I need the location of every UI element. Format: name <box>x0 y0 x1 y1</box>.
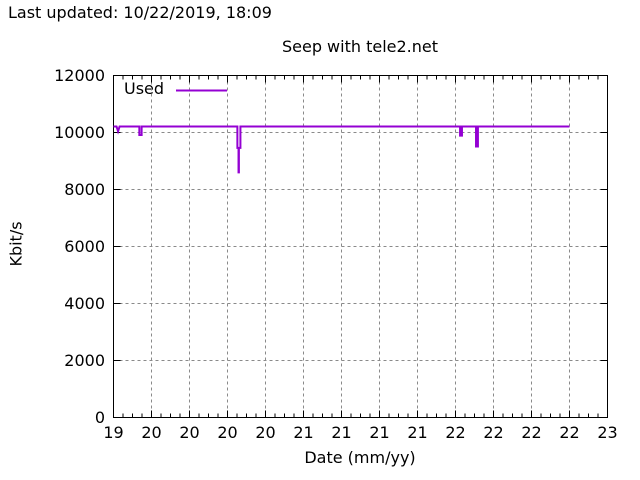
last-updated-text: Last updated: 10/22/2019, 18:09 <box>8 3 272 22</box>
x-tick-label: 22 <box>559 423 579 442</box>
y-tick-label: 0 <box>95 408 105 427</box>
x-tick-label: 22 <box>445 423 465 442</box>
x-tick-label: 21 <box>331 423 351 442</box>
x-tick-label: 22 <box>483 423 503 442</box>
y-tick-label: 8000 <box>64 180 105 199</box>
x-tick-label: 21 <box>293 423 313 442</box>
x-tick-label: 22 <box>521 423 541 442</box>
x-tick-label: 21 <box>369 423 389 442</box>
x-tick-label: 20 <box>179 423 199 442</box>
x-tick-label: 20 <box>255 423 275 442</box>
y-tick-label: 2000 <box>64 351 105 370</box>
x-tick-label: 20 <box>217 423 237 442</box>
y-tick-label: 4000 <box>64 294 105 313</box>
y-tick-label: 12000 <box>54 66 105 85</box>
x-tick-label: 21 <box>407 423 427 442</box>
x-tick-label: 20 <box>141 423 161 442</box>
series-used-line <box>113 125 570 174</box>
x-tick-label: 19 <box>103 423 123 442</box>
x-tick-label: 23 <box>597 423 617 442</box>
legend-series-label: Used <box>124 79 165 98</box>
chart-title: Seep with tele2.net <box>281 37 439 56</box>
y-tick-label: 10000 <box>54 123 105 142</box>
y-tick-label: 6000 <box>64 237 105 256</box>
x-axis-label: Date (mm/yy) <box>304 448 416 467</box>
